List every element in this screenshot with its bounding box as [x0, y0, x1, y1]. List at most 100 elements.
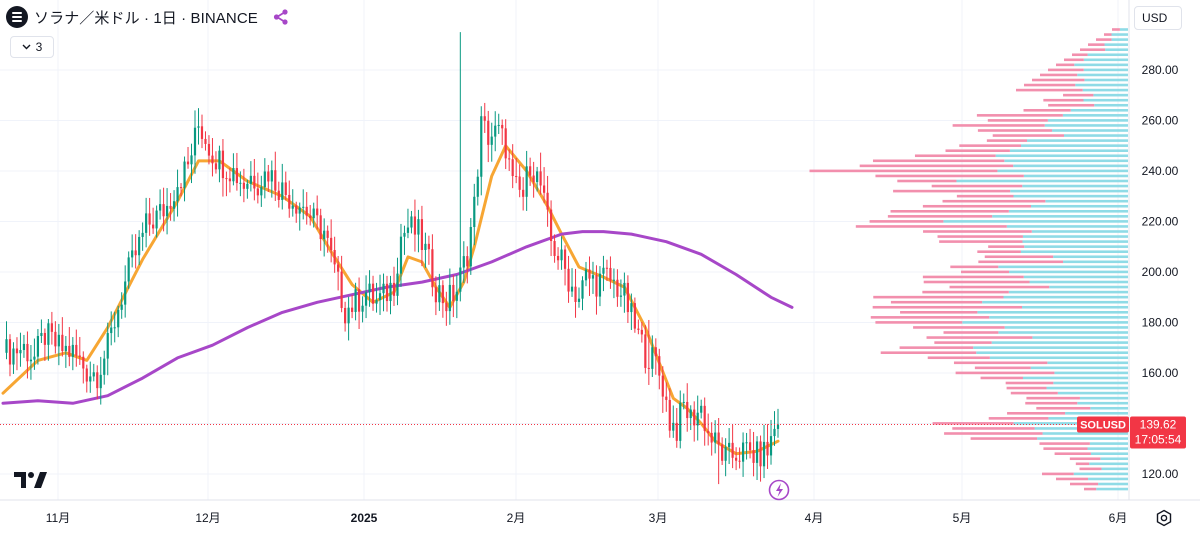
volume-profile-bar-up — [1105, 48, 1128, 51]
tradingview-logo-icon[interactable] — [14, 470, 48, 490]
candle-body — [741, 442, 745, 462]
candle-body — [762, 441, 766, 467]
candle-body — [529, 166, 532, 176]
candle-body — [473, 196, 476, 228]
volume-profile-bar-down — [1043, 98, 1084, 102]
candle-body — [595, 275, 598, 297]
candle-body — [148, 213, 151, 225]
candle-body — [619, 295, 623, 297]
candle-body — [270, 170, 273, 182]
volume-profile-bar-up — [1013, 194, 1128, 198]
candle-body — [773, 428, 776, 437]
candle-body — [152, 224, 155, 229]
volume-profile-bar-down — [959, 144, 1022, 147]
candle-body — [172, 201, 176, 209]
candle-body — [385, 283, 389, 302]
chart-title[interactable]: ソラナ／米ドル · 1日 · BINANCE — [34, 9, 258, 27]
candle-body — [441, 285, 444, 304]
settings-icon[interactable] — [1155, 509, 1173, 527]
volume-profile-bar-up — [1111, 33, 1128, 36]
volume-profile-bar-down — [899, 346, 974, 349]
candle-body — [99, 374, 102, 389]
candle-body — [487, 120, 490, 145]
candle-body — [347, 307, 350, 324]
candle-body — [735, 457, 738, 461]
volume-profile-bar-up — [1004, 159, 1128, 163]
volume-profile-bar-up — [1009, 149, 1128, 152]
volume-profile-bar-down — [980, 376, 1023, 380]
candle-body — [50, 323, 53, 332]
candle-body — [141, 232, 144, 237]
volume-profile-bar-down — [950, 265, 999, 269]
candle-body — [553, 241, 556, 256]
candle-body — [522, 189, 525, 197]
candle-body — [333, 250, 336, 265]
lightning-alert-icon[interactable] — [768, 479, 790, 501]
volume-profile-bar-up — [1009, 270, 1128, 274]
volume-profile-bar-down — [1075, 462, 1090, 466]
candle-body — [246, 183, 249, 189]
volume-profile-bar-up — [1083, 98, 1128, 102]
candle-body — [738, 460, 741, 462]
candle-body — [221, 150, 225, 179]
volume-profile-bar-up — [1090, 406, 1128, 410]
candle-body — [288, 194, 291, 209]
candle-body — [186, 161, 190, 165]
volume-profile-bar-up — [1094, 103, 1128, 107]
candle-body — [431, 249, 434, 288]
candle-body — [61, 334, 64, 352]
currency-label: USD — [1142, 11, 1168, 25]
candle-body — [469, 227, 472, 267]
candle-body — [644, 334, 647, 368]
volume-profile-bar-up — [1052, 129, 1128, 132]
candle-body — [274, 170, 277, 191]
candle-body — [755, 441, 759, 463]
candle-body — [480, 116, 483, 177]
candle-body — [714, 432, 717, 443]
candle-body — [82, 356, 85, 369]
candle-body — [543, 185, 546, 193]
volume-profile-bar-up — [1119, 28, 1128, 31]
volume-profile-bar-up — [962, 321, 1128, 324]
indicator-toggle-button[interactable]: 3 — [10, 36, 54, 58]
volume-profile-bar-down — [988, 417, 1049, 420]
candlesticks — [5, 32, 780, 485]
volume-profile-bar-up — [1084, 78, 1128, 82]
volume-profile-bar-down — [1024, 83, 1076, 87]
volume-profile-bar-down — [1026, 396, 1080, 400]
price-tag-bg — [1130, 416, 1186, 449]
candle-body — [654, 347, 657, 357]
candle-body — [218, 150, 221, 170]
volume-profile-bar-down — [988, 245, 1025, 248]
volume-profile-bar-up — [1049, 285, 1128, 289]
candle-body — [277, 190, 280, 200]
currency-selector[interactable]: USD — [1134, 6, 1182, 30]
candle-body — [249, 175, 252, 184]
candle-body — [413, 216, 417, 235]
candle-body — [354, 289, 357, 312]
volume-profile-bar-up — [1022, 235, 1128, 238]
candle-body — [96, 372, 99, 389]
volume-profile-bar-up — [1030, 204, 1128, 208]
x-tick-label: 6月 — [1109, 511, 1128, 525]
candle-body — [584, 269, 588, 281]
volume-profile-bar-up — [1090, 452, 1128, 455]
volume-profile-bar-down — [1036, 406, 1091, 410]
volume-profile-bar-up — [998, 331, 1128, 334]
candle-body — [357, 289, 361, 312]
volume-profile-bar-down — [875, 321, 963, 324]
candle-body — [396, 273, 399, 296]
volume-profile-bar-up — [1046, 386, 1128, 390]
volume-profile-bar-up — [1045, 199, 1128, 203]
volume-profile-bar-down — [890, 210, 1009, 213]
volume-profile-bar-down — [1084, 487, 1097, 491]
volume-profile-bar-down — [890, 300, 983, 304]
candle-body — [570, 286, 574, 292]
solana-logo-icon[interactable] — [6, 6, 28, 28]
candle-body — [515, 176, 518, 178]
share-icon[interactable] — [272, 8, 290, 26]
volume-profile-bar-down — [976, 114, 1063, 117]
candle-body — [721, 444, 724, 461]
